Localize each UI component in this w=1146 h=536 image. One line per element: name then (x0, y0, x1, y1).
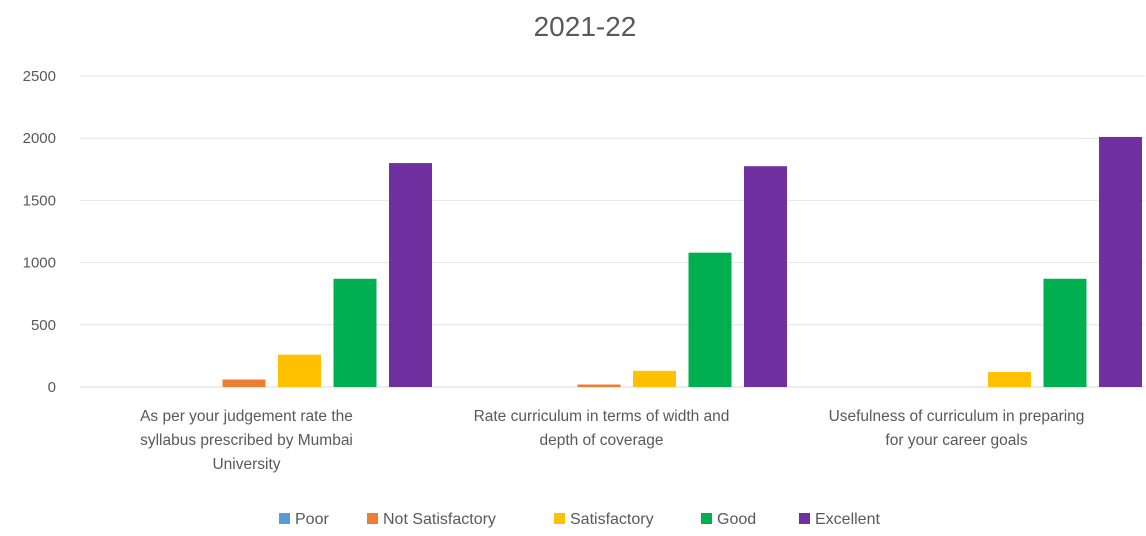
legend-label: Not Satisfactory (383, 511, 496, 528)
x-category-label: depth of coverage (539, 432, 663, 449)
legend-label: Poor (295, 511, 329, 528)
y-tick-label: 500 (31, 317, 56, 334)
bar-satisfactory (278, 354, 321, 387)
legend-swatch (279, 513, 290, 524)
legend-swatch (367, 513, 378, 524)
chart-title: 2021-22 (534, 11, 637, 42)
bar-excellent (744, 166, 787, 387)
y-tick-label: 2000 (23, 130, 56, 147)
bar-satisfactory (633, 370, 676, 387)
legend-label: Good (717, 511, 756, 528)
y-tick-label: 1500 (23, 192, 56, 209)
gridlines (80, 75, 1145, 388)
legend-swatch (554, 513, 565, 524)
bar-good (333, 278, 377, 387)
bar-excellent (389, 163, 432, 387)
x-category-label: University (212, 456, 280, 473)
bars (222, 136, 1142, 387)
x-category-label: for your career goals (885, 432, 1027, 449)
x-category-label: Rate curriculum in terms of width and (474, 408, 730, 425)
x-category-label: As per your judgement rate the (140, 408, 353, 425)
bar-excellent (1099, 136, 1142, 387)
y-tick-label: 1000 (23, 255, 56, 272)
y-tick-label: 0 (48, 379, 56, 396)
bar-not-satisfactory (577, 384, 621, 387)
x-axis-category-labels: As per your judgement rate the syllabus p… (140, 408, 1084, 473)
bar-not-satisfactory (222, 379, 266, 387)
legend-swatch (701, 513, 712, 524)
bar-good (1043, 278, 1087, 387)
x-category-label: syllabus prescribed by Mumbai (140, 432, 353, 449)
x-category-label: Usefulness of curriculum in preparing (829, 408, 1085, 425)
legend-swatch (799, 513, 810, 524)
y-tick-label: 2500 (23, 68, 56, 85)
legend: Poor Not Satisfactory Satisfactory Good Exce… (279, 511, 880, 528)
legend-label: Satisfactory (570, 511, 654, 528)
bar-satisfactory (988, 372, 1031, 387)
bar-good (688, 252, 732, 387)
y-axis-tick-labels: 0 500 1000 1500 2000 2500 (23, 68, 56, 396)
legend-label: Excellent (815, 511, 880, 528)
